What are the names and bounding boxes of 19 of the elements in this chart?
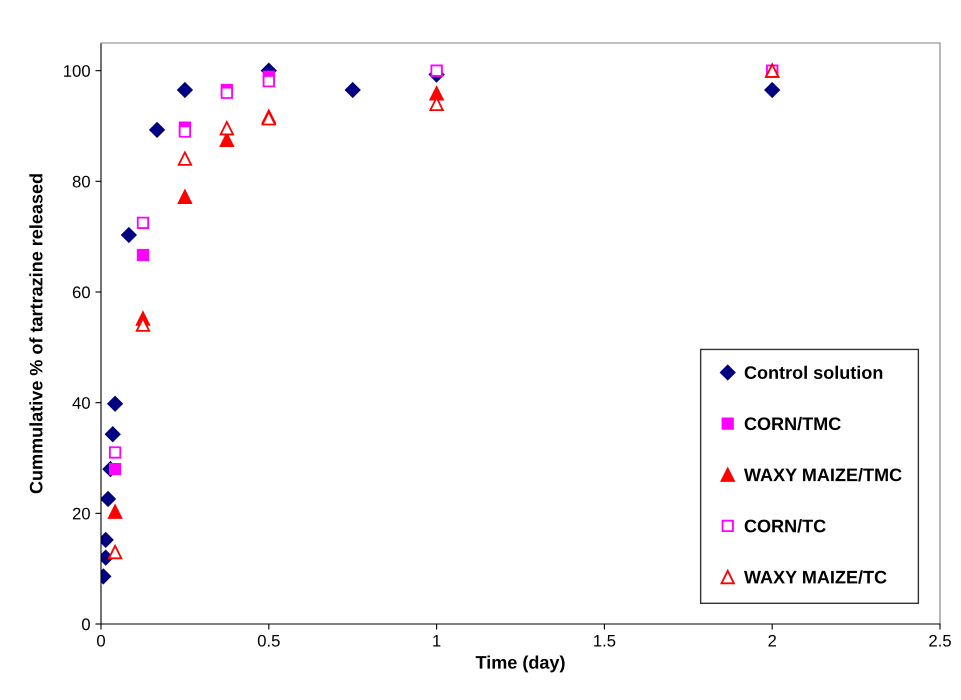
y-tick-label: 0 [82, 618, 90, 630]
y-tick-label: 60 [72, 286, 90, 298]
x-tick-label: 0 [97, 634, 105, 647]
legend-label: Control solution [744, 366, 882, 379]
y-tick-label: 20 [72, 508, 90, 520]
x-tick-label: 2.5 [929, 634, 951, 647]
legend-label: WAXY MAIZE/TC [744, 570, 887, 584]
y-tick-label: 100 [64, 65, 90, 77]
y-tick-label: 80 [72, 176, 90, 188]
legend-label: WAXY MAIZE/TMC [744, 468, 902, 482]
x-axis-title: Time (day) [476, 656, 565, 672]
x-tick-label: 1 [433, 635, 440, 646]
x-tick-label: 0.5 [258, 634, 280, 647]
y-axis-title: Cummulative % of tartrazine released [29, 174, 43, 494]
x-tick-label: 2 [768, 634, 776, 646]
legend-label: CORN/TC [744, 519, 826, 533]
x-tick-label: 1.5 [594, 635, 616, 647]
legend-label: CORN/TMC [744, 416, 841, 430]
y-tick-label: 40 [72, 397, 90, 409]
